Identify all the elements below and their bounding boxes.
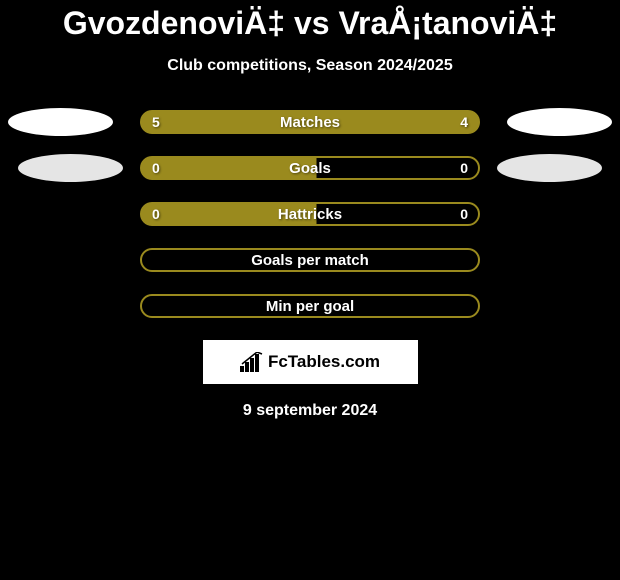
stat-value-left: 0	[152, 160, 160, 176]
stat-bar-goals: 0 Goals 0	[140, 156, 480, 180]
player-ellipse-left	[8, 108, 113, 136]
stat-value-right: 4	[460, 114, 468, 130]
stat-bar-min-per-goal: Min per goal	[140, 294, 480, 318]
stat-row-matches: 5 Matches 4	[0, 110, 620, 134]
player-ellipse-right	[507, 108, 612, 136]
stat-label: Goals per match	[251, 252, 369, 269]
logo-box: FcTables.com	[203, 340, 418, 384]
stat-value-left: 0	[152, 206, 160, 222]
page-subtitle: Club competitions, Season 2024/2025	[0, 57, 620, 75]
date-text: 9 september 2024	[0, 402, 620, 420]
stat-bar-matches: 5 Matches 4	[140, 110, 480, 134]
stat-row-min-per-goal: Min per goal	[0, 294, 620, 318]
stat-value-left: 5	[152, 114, 160, 130]
stat-label: Min per goal	[266, 298, 354, 315]
stat-row-hattricks: 0 Hattricks 0	[0, 202, 620, 226]
stat-label: Goals	[289, 160, 331, 177]
stat-row-goals: 0 Goals 0	[0, 156, 620, 180]
logo-text: FcTables.com	[268, 352, 380, 372]
stat-bar-goals-per-match: Goals per match	[140, 248, 480, 272]
stat-label: Matches	[280, 114, 340, 131]
logo-content: FcTables.com	[240, 352, 380, 372]
stat-bar-hattricks: 0 Hattricks 0	[140, 202, 480, 226]
stat-value-right: 0	[460, 160, 468, 176]
stats-section: 5 Matches 4 0 Goals 0 0 Hattricks 0	[0, 110, 620, 318]
player-ellipse-left	[18, 154, 123, 182]
stat-value-right: 0	[460, 206, 468, 222]
main-container: GvozdenoviÄ‡ vs VraÅ¡tanoviÄ‡ Club compe…	[0, 0, 620, 420]
stat-label: Hattricks	[278, 206, 342, 223]
player-ellipse-right	[497, 154, 602, 182]
page-title: GvozdenoviÄ‡ vs VraÅ¡tanoviÄ‡	[0, 5, 620, 42]
chart-icon	[240, 352, 264, 372]
stat-row-goals-per-match: Goals per match	[0, 248, 620, 272]
